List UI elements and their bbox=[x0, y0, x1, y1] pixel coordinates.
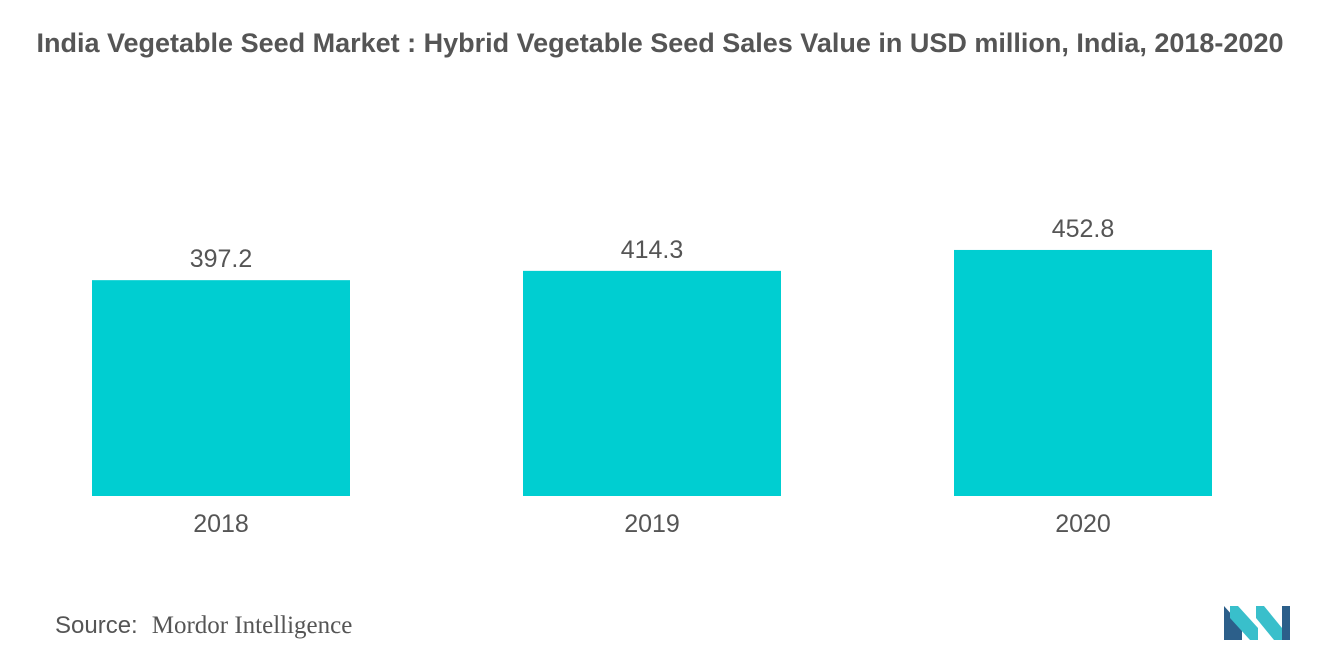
source-name: Mordor Intelligence bbox=[151, 612, 353, 639]
data-label-2018: 397.2 bbox=[190, 245, 253, 273]
source-note: Source: Mordor Intelligence bbox=[55, 612, 352, 640]
chart-title: India Vegetable Seed Market : Hybrid Veg… bbox=[36, 28, 1284, 58]
x-tick-label-2019: 2019 bbox=[624, 510, 680, 538]
bar-chart: 397.2 414.3 452.8 2018 2019 2020 bbox=[92, 215, 1212, 538]
x-tick-label-2020: 2020 bbox=[1055, 510, 1111, 538]
bars-layer bbox=[92, 249, 1212, 496]
source-label: Source: bbox=[55, 612, 138, 639]
data-label-2019: 414.3 bbox=[621, 236, 684, 264]
data-labels-layer: 397.2 414.3 452.8 bbox=[190, 215, 1115, 273]
mordor-intelligence-logo bbox=[1224, 602, 1290, 645]
bar-2018 bbox=[92, 280, 350, 496]
logo-left-diagonal bbox=[1230, 606, 1258, 640]
bar-2019 bbox=[523, 270, 781, 496]
x-tick-label-2018: 2018 bbox=[193, 510, 249, 538]
x-axis-ticks-layer: 2018 2019 2020 bbox=[193, 510, 1111, 538]
bar-2020 bbox=[954, 249, 1212, 496]
logo-right-diagonal bbox=[1256, 606, 1282, 640]
logo-left-shape bbox=[1224, 606, 1242, 640]
data-label-2020: 452.8 bbox=[1052, 215, 1115, 243]
logo-right-shape bbox=[1282, 606, 1290, 640]
